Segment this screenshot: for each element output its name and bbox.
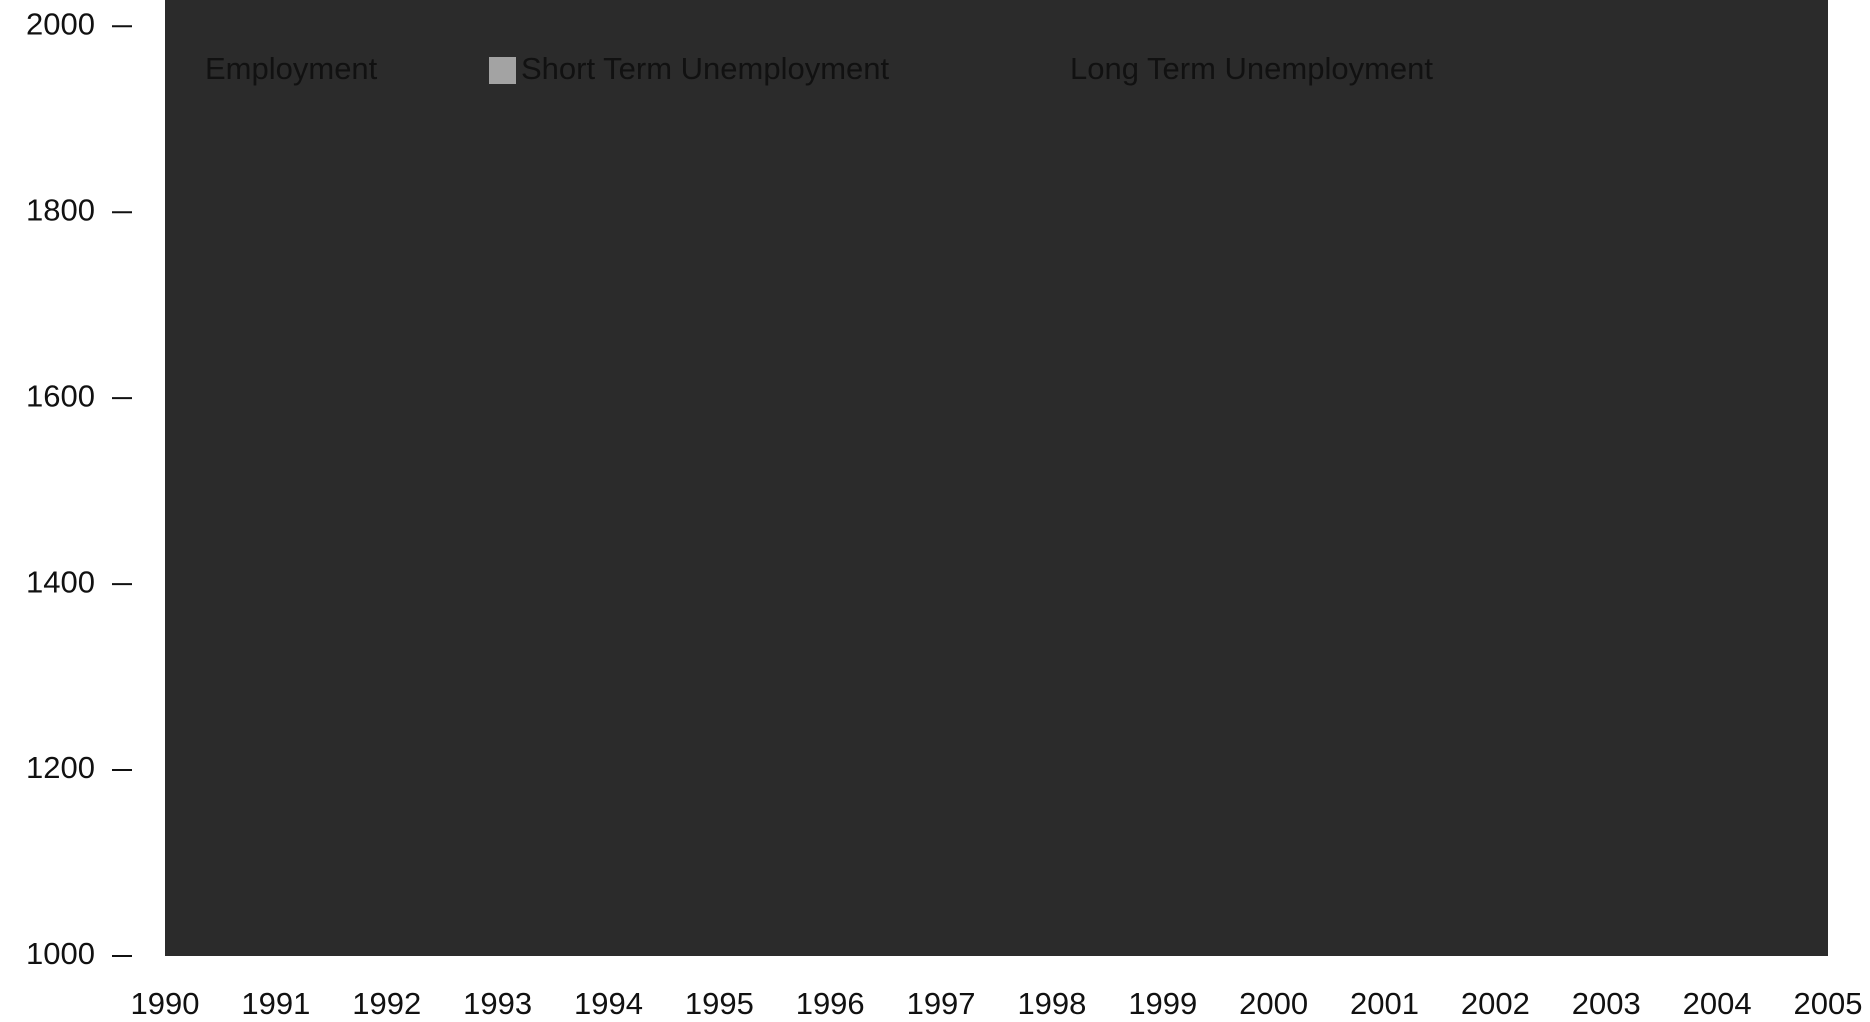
- x-tick-label: 1990: [131, 986, 200, 1021]
- y-tick-label: 1000: [26, 936, 95, 971]
- y-tick-label: 1800: [26, 192, 95, 227]
- x-tick-label: 2005: [1794, 986, 1863, 1021]
- x-tick-label: 1992: [352, 986, 421, 1021]
- y-tick-label: 1200: [26, 750, 95, 785]
- legend-swatch: [1038, 57, 1065, 84]
- legend-swatch: [489, 57, 516, 84]
- legend-label: Short Term Unemployment: [521, 51, 890, 86]
- legend-label: Employment: [205, 51, 378, 86]
- x-tick-label: 1999: [1128, 986, 1197, 1021]
- x-tick-label: 1997: [907, 986, 976, 1021]
- legend-label: Long Term Unemployment: [1070, 51, 1433, 86]
- y-tick-label: 2000: [26, 6, 95, 41]
- x-tick-label: 1996: [796, 986, 865, 1021]
- x-tick-label: 1993: [463, 986, 532, 1021]
- x-tick-label: 2003: [1572, 986, 1641, 1021]
- x-tick-label: 1995: [685, 986, 754, 1021]
- area: [165, 0, 1828, 956]
- x-tick-label: 2004: [1683, 986, 1752, 1021]
- y-tick-label: 1600: [26, 378, 95, 413]
- x-tick-label: 2001: [1350, 986, 1419, 1021]
- legend-swatch: [173, 57, 200, 84]
- x-tick-label: 1991: [241, 986, 310, 1021]
- x-tick-label: 2000: [1239, 986, 1308, 1021]
- y-tick-label: 1400: [26, 564, 95, 599]
- x-tick-label: 2002: [1461, 986, 1530, 1021]
- x-tick-label: 1994: [574, 986, 643, 1021]
- x-tick-label: 1998: [1017, 986, 1086, 1021]
